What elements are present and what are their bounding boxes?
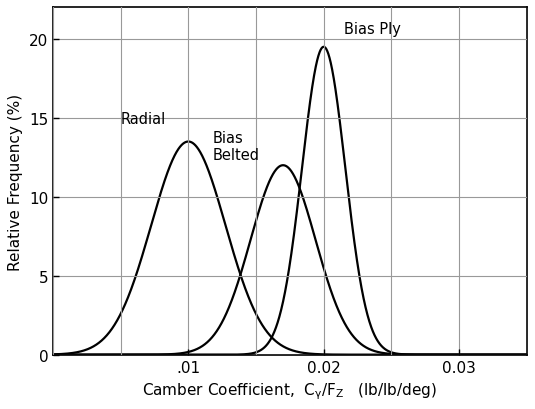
Text: Radial: Radial bbox=[121, 112, 166, 126]
Y-axis label: Relative Frequency (%): Relative Frequency (%) bbox=[9, 93, 24, 270]
X-axis label: Camber Coefficient,  $\mathregular{C_{\gamma}/F_{Z}}$   (lb/lb/deg): Camber Coefficient, $\mathregular{C_{\ga… bbox=[142, 380, 437, 401]
Text: Bias
Belted: Bias Belted bbox=[213, 130, 259, 163]
Text: Bias Ply: Bias Ply bbox=[344, 22, 401, 37]
